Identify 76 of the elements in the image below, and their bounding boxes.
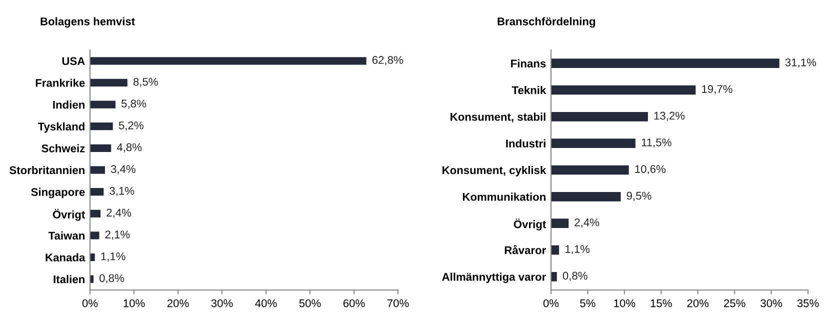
data-label: 3,1% bbox=[110, 186, 134, 196]
bar bbox=[551, 192, 621, 202]
y-tick-label: Schweiz bbox=[42, 144, 85, 152]
bar bbox=[90, 57, 366, 65]
x-tick-label: 20% bbox=[167, 299, 189, 308]
y-tick-label: Övrigt bbox=[514, 218, 546, 230]
bar bbox=[90, 210, 101, 218]
data-label: 5,8% bbox=[122, 100, 146, 109]
y-tick-label: Kanada bbox=[46, 253, 86, 262]
x-tick-label: 20% bbox=[687, 299, 709, 308]
chart-title: Branschfördelning bbox=[498, 17, 596, 28]
y-tick-label: USA bbox=[62, 57, 85, 66]
bar bbox=[90, 144, 112, 152]
y-tick-label: Tyskland bbox=[38, 122, 84, 133]
y-tick-label: Allmännyttiga varor bbox=[442, 272, 546, 284]
data-label: 11,5% bbox=[642, 138, 672, 148]
chart-title: Bolagens hemvist bbox=[40, 17, 135, 28]
x-tick-label: 30% bbox=[211, 299, 233, 308]
x-tick-label: 0% bbox=[82, 299, 98, 308]
x-tick-label: 25% bbox=[724, 299, 746, 308]
data-label: 4,8% bbox=[116, 143, 142, 152]
bar bbox=[551, 112, 648, 122]
bar bbox=[551, 58, 780, 68]
data-label: 5,2% bbox=[118, 121, 144, 131]
x-tick-label: 15% bbox=[650, 299, 672, 308]
bar bbox=[551, 272, 557, 282]
data-label: 9,5% bbox=[626, 192, 652, 201]
data-label: 19,7% bbox=[702, 85, 732, 94]
bar bbox=[551, 218, 569, 228]
x-tick-label: 40% bbox=[255, 299, 277, 308]
x-tick-label: 60% bbox=[343, 299, 365, 308]
y-tick-label: Taiwan bbox=[48, 231, 84, 240]
bar bbox=[90, 78, 128, 87]
y-tick-label: Råvaror bbox=[504, 244, 546, 254]
data-label: 8,5% bbox=[133, 78, 158, 88]
bar bbox=[551, 85, 696, 95]
data-label: 1,1% bbox=[101, 252, 126, 262]
y-tick-label: Finans bbox=[511, 59, 546, 68]
y-tick-label: Industri bbox=[506, 139, 546, 148]
bar bbox=[90, 232, 100, 240]
data-label: 1,1% bbox=[565, 245, 590, 254]
y-tick-label: Konsument, stabil bbox=[450, 112, 546, 122]
data-label: 0,8% bbox=[562, 272, 588, 281]
x-tick-label: 30% bbox=[760, 299, 782, 308]
bar bbox=[551, 165, 629, 175]
x-tick-label: 35% bbox=[797, 299, 819, 308]
bar bbox=[90, 166, 105, 174]
data-label: 10,6% bbox=[635, 165, 666, 174]
y-tick-label: Italien bbox=[54, 275, 84, 284]
data-label: 62,8% bbox=[372, 56, 403, 66]
x-tick-label: 10% bbox=[124, 299, 145, 308]
x-tick-label: 10% bbox=[614, 299, 636, 308]
bar bbox=[90, 100, 116, 108]
data-label: 2,4% bbox=[106, 208, 132, 218]
x-tick-label: 0% bbox=[543, 299, 559, 308]
data-label: 3,4% bbox=[110, 165, 136, 174]
bar bbox=[551, 138, 636, 148]
y-tick-label: Frankrike bbox=[36, 78, 85, 87]
data-label: 13,2% bbox=[654, 112, 685, 121]
y-tick-label: Indien bbox=[53, 100, 84, 109]
bar bbox=[90, 253, 95, 262]
y-tick-label: Teknik bbox=[512, 86, 546, 94]
data-label: 2,1% bbox=[105, 230, 130, 240]
bar bbox=[90, 188, 104, 196]
x-tick-label: 50% bbox=[299, 299, 321, 308]
bar bbox=[90, 122, 113, 130]
x-tick-label: 70% bbox=[387, 299, 409, 308]
data-label: 0,8% bbox=[100, 274, 124, 284]
y-tick-label: Singapore bbox=[31, 188, 85, 198]
x-tick-label: 5% bbox=[580, 299, 596, 308]
y-tick-label: Kommunikation bbox=[462, 192, 546, 201]
data-label: 31,1% bbox=[785, 58, 816, 68]
y-tick-label: Storbritannien bbox=[10, 166, 84, 174]
y-tick-label: Övrigt bbox=[52, 208, 86, 221]
data-label: 2,4% bbox=[574, 218, 600, 228]
y-tick-label: Konsument, cyklisk bbox=[442, 166, 546, 176]
